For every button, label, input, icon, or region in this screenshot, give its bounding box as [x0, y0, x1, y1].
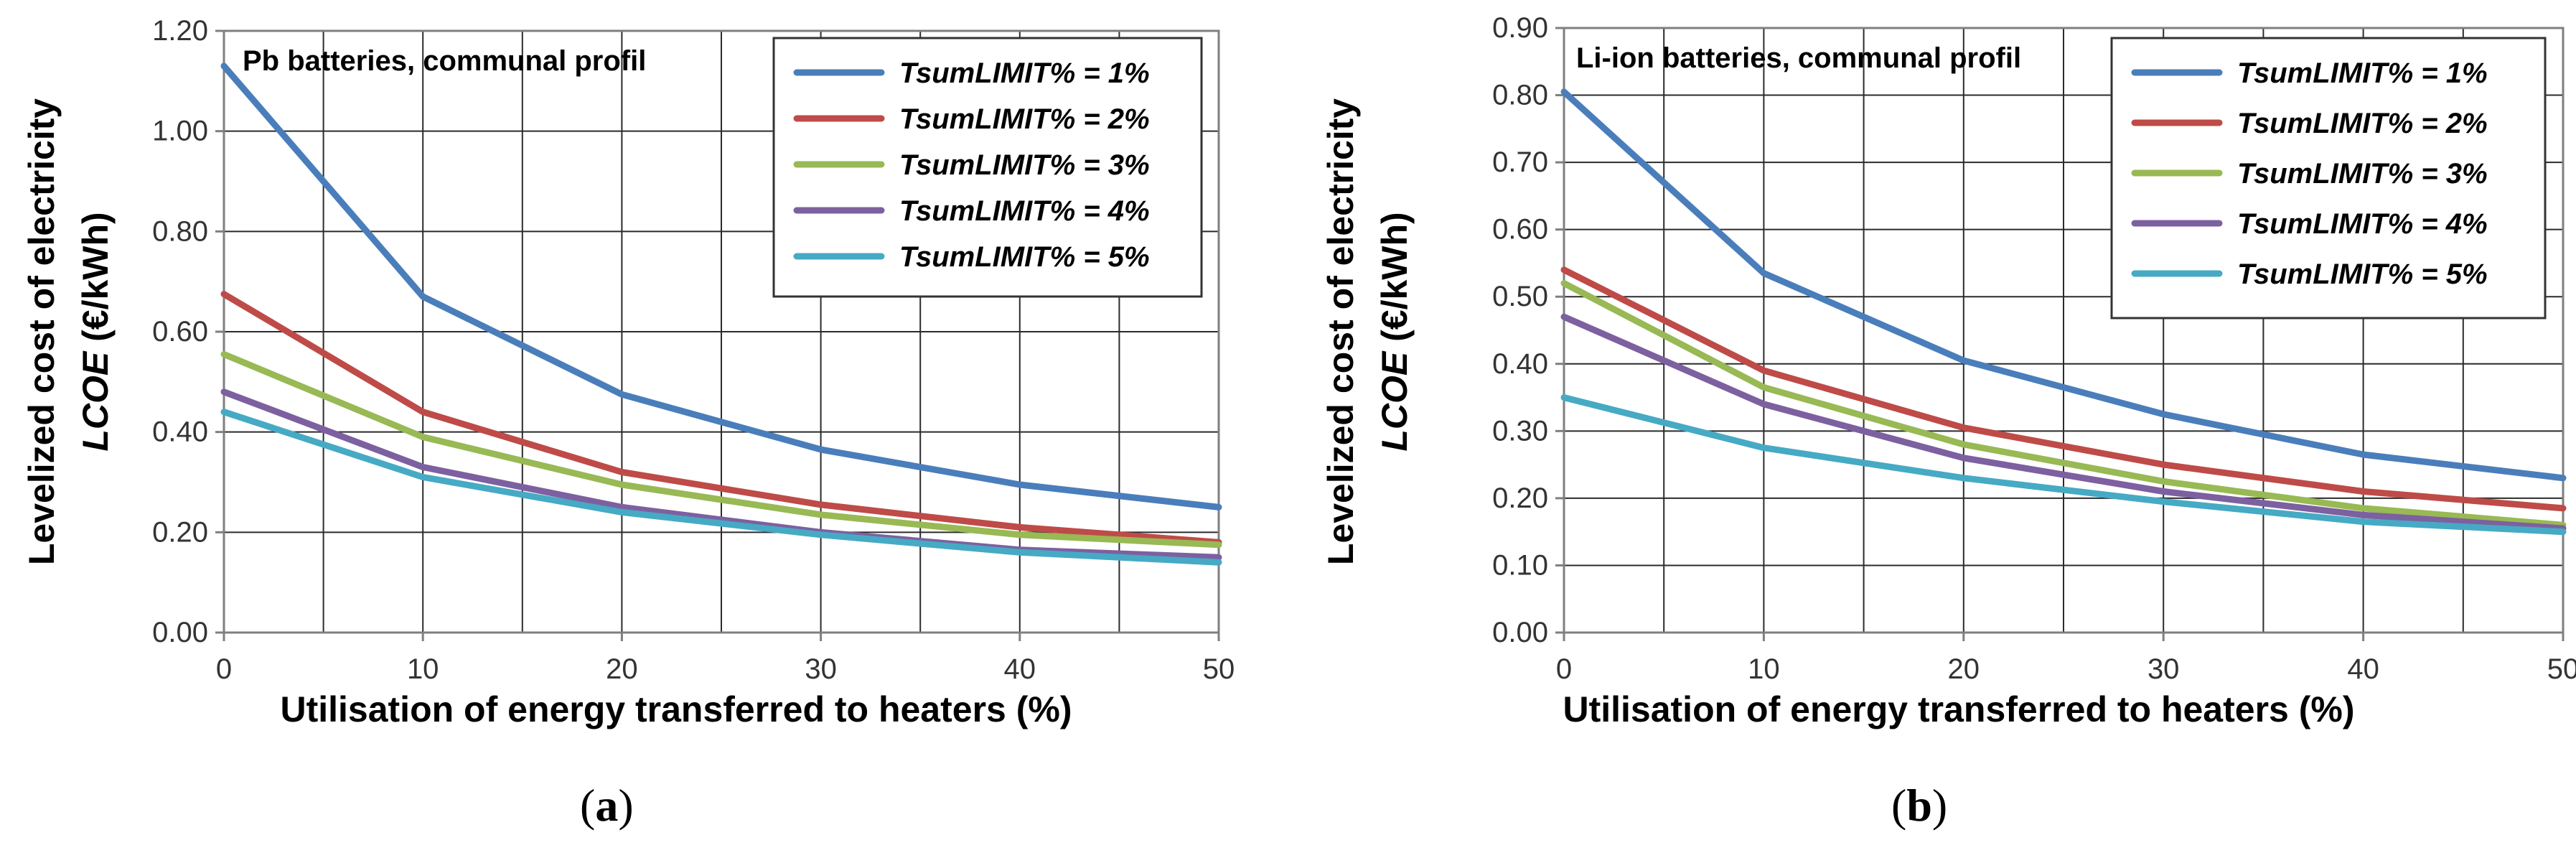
chart-0: 0.00 0.20 0.40 0.60 0.80 1.00 1.20 0 10 20 30 40 50 P…: [22, 15, 1235, 729]
legend-label-4: TsumLIMIT% = 4%: [899, 195, 1150, 227]
y-tick-label: 0.90: [1492, 12, 1548, 44]
x-tick-label: 50: [1203, 653, 1235, 685]
y-tick-label: 0.40: [1492, 348, 1548, 380]
series-line-5: [1560, 394, 2567, 536]
y-axis-label-unit: (€/kWh): [75, 212, 116, 351]
series-line-2: [220, 291, 1222, 546]
x-tick-label: 10: [407, 653, 439, 685]
y-tick-label: 0.00: [152, 617, 208, 648]
panel-label-b: (b): [1891, 780, 1948, 831]
y-axis-label-line2: LCOE (€/kWh): [1374, 212, 1415, 451]
chart-1: 0.00 0.10 0.20 0.30 0.40 0.50 0.60 0.70 0.80 0.90…: [1321, 12, 2576, 729]
series-line-1: [220, 62, 1222, 510]
x-tick-label: 40: [1004, 653, 1036, 685]
y-axis-label-line2: LCOE (€/kWh): [75, 212, 116, 451]
legend-label-1: TsumLIMIT% = 1%: [899, 57, 1150, 89]
x-axis-label: Utilisation of energy transferred to hea…: [1563, 689, 2354, 729]
y-tick-label: 0.60: [1492, 214, 1548, 246]
series-line-1: [1560, 88, 2567, 482]
legend-label-1: TsumLIMIT% = 1%: [2237, 57, 2488, 89]
x-tick-label: 30: [2148, 653, 2180, 685]
y-tick-label: 1.00: [152, 116, 208, 147]
x-tick-label: 30: [805, 653, 837, 685]
x-tick-label: 40: [2347, 653, 2379, 685]
x-tick-label: 20: [1948, 653, 1980, 685]
series-line-3: [1560, 280, 2567, 528]
x-tick-label: 50: [2547, 653, 2576, 685]
x-tick-label: 0: [1556, 653, 1572, 685]
y-axis-label-italic: LCOE: [1374, 350, 1415, 452]
y-tick-label: 0.80: [1492, 80, 1548, 111]
y-tick-label: 0.00: [1492, 617, 1548, 648]
y-tick-label: 0.10: [1492, 549, 1548, 581]
chart-annotation: Pb batteries, communal profil: [243, 45, 646, 77]
y-tick-label: 0.60: [152, 316, 208, 348]
x-tick-label: 10: [1748, 653, 1780, 685]
series-line-2: [1560, 266, 2567, 512]
legend-label-3: TsumLIMIT% = 3%: [899, 149, 1150, 181]
y-tick-label: 0.30: [1492, 415, 1548, 447]
y-tick-label: 0.80: [152, 215, 208, 247]
legend-label-4: TsumLIMIT% = 4%: [2237, 208, 2488, 240]
legend-label-5: TsumLIMIT% = 5%: [899, 241, 1150, 273]
series-line-4: [1560, 313, 2567, 532]
x-tick-label: 0: [216, 653, 232, 685]
chart-annotation: Li-ion batteries, communal profil: [1576, 42, 2021, 74]
series-line-5: [220, 409, 1222, 566]
y-axis-label-line1: Levelized cost of electricity: [1321, 98, 1361, 565]
x-tick-label: 20: [606, 653, 638, 685]
legend-label-3: TsumLIMIT% = 3%: [2237, 158, 2488, 190]
y-tick-label: 0.20: [152, 516, 208, 548]
y-tick-label: 0.40: [152, 416, 208, 448]
y-tick-label: 1.20: [152, 15, 208, 47]
x-axis-label: Utilisation of energy transferred to hea…: [280, 689, 1072, 729]
legend-label-5: TsumLIMIT% = 5%: [2237, 258, 2488, 290]
plot-frame: [1563, 27, 2565, 634]
legend-label-2: TsumLIMIT% = 2%: [2237, 108, 2488, 139]
y-axis-label-unit: (€/kWh): [1374, 212, 1415, 351]
legend-label-2: TsumLIMIT% = 2%: [899, 103, 1150, 135]
y-axis-label-italic: LCOE: [75, 350, 116, 452]
y-tick-label: 0.20: [1492, 482, 1548, 514]
panel-label-a: (a): [580, 780, 634, 831]
y-tick-label: 0.70: [1492, 146, 1548, 178]
y-axis-label-line1: Levelized cost of electricity: [22, 98, 62, 565]
series-line-3: [220, 350, 1222, 549]
y-tick-label: 0.50: [1492, 281, 1548, 312]
